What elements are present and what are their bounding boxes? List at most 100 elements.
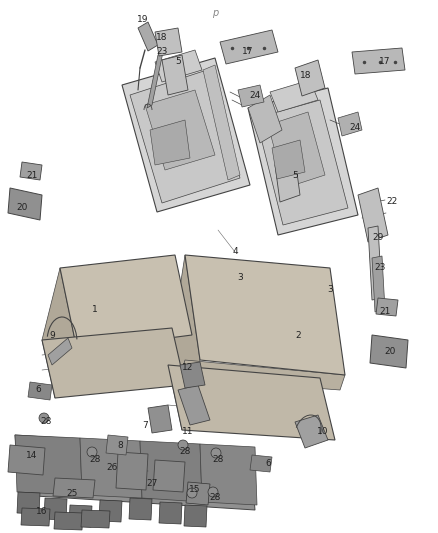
Polygon shape — [147, 52, 163, 108]
Polygon shape — [178, 385, 210, 425]
Text: 12: 12 — [182, 364, 194, 373]
Polygon shape — [168, 365, 335, 440]
Polygon shape — [370, 335, 408, 368]
Text: 23: 23 — [374, 263, 386, 272]
Text: 8: 8 — [117, 440, 123, 449]
Text: 21: 21 — [379, 308, 391, 317]
Polygon shape — [99, 500, 122, 522]
Polygon shape — [376, 298, 398, 316]
Circle shape — [211, 448, 221, 458]
Text: 17: 17 — [379, 58, 391, 67]
Text: 6: 6 — [35, 385, 41, 394]
Polygon shape — [155, 28, 182, 56]
Polygon shape — [358, 188, 388, 242]
Polygon shape — [180, 360, 345, 390]
Polygon shape — [338, 112, 362, 136]
Polygon shape — [69, 505, 92, 527]
Polygon shape — [15, 435, 255, 510]
Text: 10: 10 — [317, 427, 329, 437]
Polygon shape — [203, 65, 240, 180]
Text: 4: 4 — [232, 247, 238, 256]
Polygon shape — [17, 492, 40, 514]
Polygon shape — [248, 88, 358, 235]
Polygon shape — [150, 120, 190, 165]
Polygon shape — [129, 498, 152, 520]
Text: 28: 28 — [89, 456, 101, 464]
Polygon shape — [48, 338, 72, 365]
Polygon shape — [8, 188, 42, 220]
Polygon shape — [106, 435, 128, 455]
Circle shape — [187, 488, 197, 498]
Polygon shape — [352, 48, 405, 74]
Circle shape — [208, 487, 218, 497]
Text: 9: 9 — [49, 330, 55, 340]
Text: 5: 5 — [292, 171, 298, 180]
Polygon shape — [44, 498, 67, 520]
Circle shape — [87, 447, 97, 457]
Polygon shape — [368, 226, 382, 300]
Polygon shape — [138, 22, 158, 51]
Text: 26: 26 — [106, 464, 118, 472]
Polygon shape — [140, 441, 202, 502]
Text: 28: 28 — [40, 417, 52, 426]
Text: 3: 3 — [237, 273, 243, 282]
Text: 1: 1 — [92, 305, 98, 314]
Polygon shape — [122, 58, 250, 212]
Polygon shape — [248, 95, 282, 143]
Text: 18: 18 — [300, 70, 312, 79]
Text: 20: 20 — [16, 204, 28, 213]
Text: 28: 28 — [212, 456, 224, 464]
Text: 18: 18 — [156, 34, 168, 43]
Polygon shape — [159, 502, 182, 524]
Polygon shape — [272, 140, 305, 179]
Text: 28: 28 — [179, 448, 191, 456]
Text: 23: 23 — [156, 47, 168, 56]
Text: 24: 24 — [350, 124, 360, 133]
Polygon shape — [81, 510, 110, 528]
Text: 14: 14 — [26, 450, 38, 459]
Polygon shape — [200, 444, 257, 505]
Polygon shape — [185, 255, 345, 375]
Polygon shape — [53, 478, 95, 498]
Polygon shape — [184, 505, 207, 527]
Text: 29: 29 — [372, 233, 384, 243]
Text: p: p — [212, 8, 218, 18]
Polygon shape — [42, 268, 77, 398]
Text: 7: 7 — [142, 422, 148, 431]
Text: 20: 20 — [384, 348, 396, 357]
Polygon shape — [116, 452, 148, 490]
Text: 21: 21 — [26, 171, 38, 180]
Text: 6: 6 — [265, 459, 271, 469]
Text: 24: 24 — [249, 91, 261, 100]
Text: 22: 22 — [386, 198, 398, 206]
Text: 16: 16 — [36, 506, 48, 515]
Polygon shape — [295, 415, 328, 448]
Polygon shape — [155, 50, 202, 82]
Polygon shape — [60, 255, 192, 350]
Circle shape — [39, 413, 49, 423]
Text: 15: 15 — [189, 486, 201, 495]
Polygon shape — [180, 362, 205, 388]
Polygon shape — [268, 112, 325, 188]
Polygon shape — [20, 162, 42, 180]
Text: 19: 19 — [137, 15, 149, 25]
Polygon shape — [145, 90, 215, 170]
Polygon shape — [275, 158, 300, 202]
Polygon shape — [162, 55, 188, 95]
Polygon shape — [54, 512, 83, 530]
Text: 3: 3 — [327, 286, 333, 295]
Polygon shape — [42, 328, 185, 398]
Polygon shape — [256, 100, 348, 225]
Polygon shape — [168, 255, 200, 430]
Polygon shape — [148, 405, 172, 433]
Polygon shape — [21, 508, 50, 526]
Text: 27: 27 — [146, 480, 158, 489]
Polygon shape — [238, 85, 264, 107]
Polygon shape — [15, 435, 82, 495]
Polygon shape — [372, 256, 385, 312]
Polygon shape — [28, 382, 52, 400]
Polygon shape — [295, 60, 325, 96]
Text: 5: 5 — [175, 58, 181, 67]
Polygon shape — [220, 30, 278, 64]
Text: 28: 28 — [209, 494, 221, 503]
